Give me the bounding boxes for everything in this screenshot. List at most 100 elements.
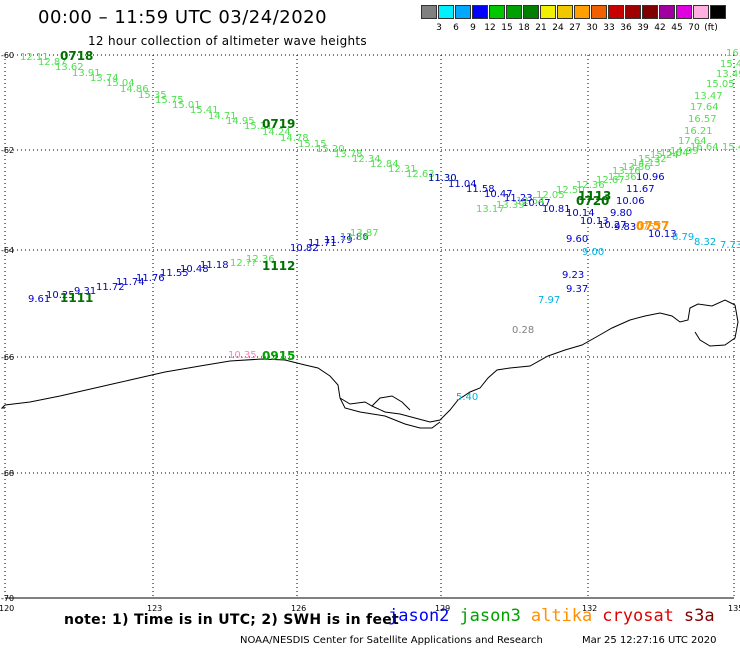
satellite-tracks: 12.1112.8713.6213.9113.7415.0414.8615.35… [20, 48, 740, 403]
pass-time-label: 1112 [262, 259, 295, 273]
swh-value-label: 10.14 [566, 208, 595, 219]
satellite-name-jason2: jason2 [388, 606, 450, 626]
swh-value-label: 11.58 [466, 184, 495, 195]
legend-label: 30 [586, 23, 598, 33]
legend-swatch [676, 5, 692, 19]
swh-value-label: 15.20 [316, 144, 345, 155]
lon-tick-label: 129 [435, 604, 450, 613]
swh-value-label: 12.63 [406, 169, 435, 180]
satellite-legend: jason2 jason3 altika cryosat s3a [388, 606, 725, 626]
satellite-name-jason3: jason3 [459, 606, 521, 626]
swh-value-label: 11.67 [626, 184, 655, 195]
swh-value-label: 12.87 [38, 57, 67, 68]
credit-timestamp: Mar 25 12:27:16 UTC 2020 [582, 635, 717, 646]
swh-value-label: 13.78 [334, 149, 363, 160]
swh-value-label: 9.80 [610, 208, 632, 219]
pass-time-label: 0719 [262, 117, 295, 131]
swh-value-label: 13.86 [622, 162, 651, 173]
swh-value-label: 16.20 [726, 48, 740, 59]
swh-value-label: 11.76 [136, 273, 165, 284]
antarctic-coastline [0, 299, 739, 429]
legend-swatch [608, 5, 624, 19]
swh-value-label: 13.91 [72, 68, 101, 79]
swh-value-label: 15.04 [660, 148, 689, 159]
legend-label: 24 [552, 23, 564, 33]
swh-value-label: 14.95 [226, 116, 255, 127]
swh-value-label: 12.67 [596, 175, 625, 186]
lon-tick-label: 135 [728, 604, 740, 613]
legend-swatch [591, 5, 607, 19]
swh-value-label: 9.31 [74, 286, 96, 297]
swh-value-label: 11.79 [324, 235, 353, 246]
swh-value-label: 15.46 [720, 59, 740, 70]
swh-value-label: 10.13 [648, 229, 677, 240]
lat-tick-label: -66 [1, 353, 14, 362]
lon-tick-label: 126 [291, 604, 306, 613]
legend-swatch [472, 5, 488, 19]
legend-swatch [693, 5, 709, 19]
swh-value-label: 12.34 [352, 154, 381, 165]
legend-swatch [574, 5, 590, 19]
lon-tick-label: 120 [0, 604, 14, 613]
swh-value-label: 12.31 [388, 164, 417, 175]
swh-value-label: 11.55 [160, 268, 189, 279]
legend-swatch [506, 5, 522, 19]
legend-label: 21 [535, 23, 547, 33]
swh-value-label: 15.01 [172, 100, 201, 111]
swh-value-label: 17.64 [690, 102, 719, 113]
swh-value-label: 9.00 [582, 247, 604, 258]
pass-time-label: 0718 [60, 49, 93, 63]
swh-value-label: 8.32 [694, 237, 716, 248]
swh-value-label: 15.24 [650, 150, 679, 161]
swh-value-label: 9.61 [28, 294, 50, 305]
swh-value-label: 15.35 [138, 90, 167, 101]
lon-tick-label: 123 [147, 604, 162, 613]
swh-value-label: 11.72 [96, 282, 125, 293]
swh-value-label: 12.84 [370, 159, 399, 170]
lon-tick-label: 132 [582, 604, 597, 613]
swh-value-label: 13.49 [716, 69, 740, 80]
swh-value-label: 10.67 [522, 198, 551, 209]
legend-label: 18 [518, 23, 530, 33]
swh-value-label: 12.?? [230, 258, 257, 269]
swh-value-label: 12.36 [576, 180, 605, 191]
satellite-name-s3a: s3a [683, 606, 715, 626]
legend-swatch [421, 5, 437, 19]
swh-value-label: 12.36 [608, 172, 637, 183]
swh-value-label: 13.47 [694, 91, 723, 102]
swh-value-label: 14.13 [632, 158, 661, 169]
swh-value-label: 10.25 [46, 290, 75, 301]
swh-value-label: 12.11 [20, 52, 49, 63]
legend-swatch [659, 5, 675, 19]
swh-value-label: 14.86 [120, 84, 149, 95]
lat-tick-label: -70 [1, 594, 14, 603]
swh-value-label: 13.39 [496, 200, 525, 211]
swh-value-label: 12.05 [536, 190, 565, 201]
satellite-name-altika: altika [530, 606, 593, 626]
legend-swatch [625, 5, 641, 19]
legend-label: 36 [620, 23, 632, 33]
swh-value-label: 11.71 [308, 238, 337, 249]
swh-value-label: 9.83 [614, 222, 636, 233]
swh-value-label: 11.23 [504, 193, 533, 204]
swh-value-label: 9.23 [562, 270, 584, 281]
swh-value-label: 7.97 [538, 295, 560, 306]
swh-value-label: 0757 [636, 222, 661, 233]
chart-title: 00:00 – 11:59 UTC 03/24/2020 [38, 7, 328, 28]
swh-value-label: 15.49 [722, 142, 740, 153]
swh-value-label: 12.54 [516, 196, 545, 207]
legend-label: 42 [654, 23, 666, 33]
swh-value-label: 10.47 [484, 189, 513, 200]
swh-value-label: 10.06 [616, 196, 645, 207]
swh-value-label: 14.24 [262, 127, 291, 138]
lat-tick-label: -60 [1, 51, 14, 60]
legend-label: 15 [501, 23, 513, 33]
swh-value-label: 5.40 [456, 392, 478, 403]
legend-label: 12 [484, 23, 496, 33]
legend-swatch [557, 5, 573, 19]
swh-value-label: 13.17 [476, 204, 505, 215]
swh-value-label: 12.34 [340, 232, 369, 243]
swh-value-label: 15.32 [638, 154, 667, 165]
swh-value-label: 13.74 [90, 73, 119, 84]
swh-value-label: 0.28 [512, 325, 534, 336]
